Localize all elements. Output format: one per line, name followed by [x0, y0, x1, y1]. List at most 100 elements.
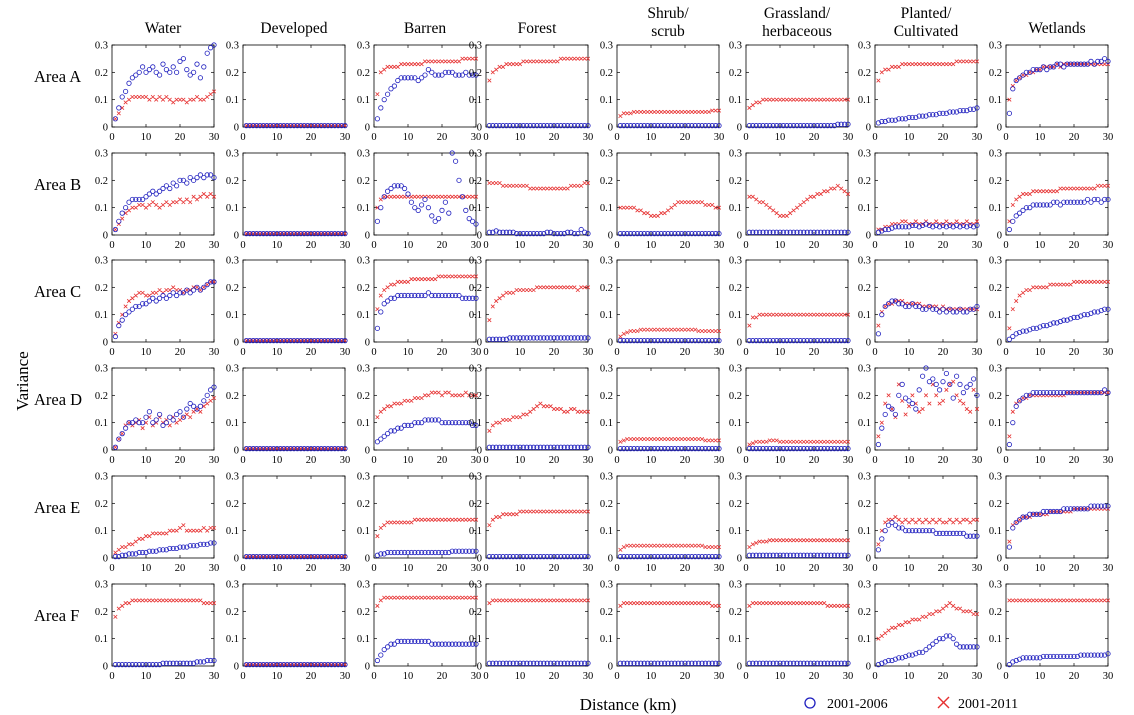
x-tick-label: 20: [938, 240, 949, 251]
point-2001-2011: [910, 617, 915, 622]
point-2001-2006: [845, 338, 851, 344]
point-2001-2006: [950, 636, 956, 642]
point-2001-2006: [682, 123, 688, 129]
point-2001-2011: [839, 97, 844, 102]
point-2001-2006: [116, 436, 122, 442]
point-2001-2011: [1054, 282, 1060, 287]
point-2001-2006: [568, 444, 574, 450]
point-2001-2011: [157, 531, 162, 536]
x-tick-label: 30: [972, 132, 983, 143]
point-2001-2006: [575, 660, 581, 666]
y-tick-label: 0: [365, 338, 370, 349]
point-2001-2006: [422, 292, 428, 299]
point-2001-2006: [298, 123, 304, 129]
point-2001-2006: [638, 231, 644, 237]
y-tick-label: 0.3: [858, 41, 871, 52]
point-2001-2006: [452, 548, 459, 554]
point-2001-2011: [954, 219, 959, 224]
point-2001-2006: [1020, 655, 1026, 661]
point-2001-2011: [771, 312, 776, 317]
point-2001-2011: [777, 213, 783, 218]
point-2001-2006: [191, 69, 197, 75]
point-2001-2011: [545, 59, 550, 64]
point-2001-2006: [469, 548, 476, 554]
x-tick-label: 30: [340, 563, 351, 574]
point-2001-2006: [496, 444, 503, 450]
point-2001-2011: [521, 412, 526, 417]
point-2001-2006: [201, 541, 207, 547]
point-2001-2006: [957, 644, 963, 650]
point-2001-2011: [927, 611, 932, 617]
series-2001-2011: [747, 183, 851, 218]
point-2001-2006: [449, 641, 455, 647]
point-2001-2006: [617, 123, 624, 129]
panel-area-e-water: 00.10.20.30 10 20 30: [95, 472, 219, 575]
point-2001-2006: [530, 660, 537, 666]
point-2001-2006: [143, 194, 149, 200]
y-tick-label: 0.2: [858, 176, 871, 187]
series-2001-2011: [618, 108, 722, 119]
x-tick-label: 0: [743, 455, 748, 466]
point-2001-2011: [113, 227, 118, 232]
point-2001-2011: [555, 598, 560, 603]
point-2001-2011: [497, 598, 502, 603]
x-tick-label: 10: [272, 671, 283, 682]
point-2001-2006: [157, 547, 163, 553]
point-2001-2006: [520, 231, 527, 237]
point-2001-2011: [409, 277, 414, 282]
point-2001-2006: [418, 75, 425, 81]
point-2001-2006: [140, 64, 146, 70]
point-2001-2006: [1047, 389, 1053, 396]
point-2001-2006: [264, 554, 270, 560]
point-2001-2011: [665, 208, 671, 213]
row-label-area-b: Area B: [34, 175, 81, 194]
x-tick-label: 20: [306, 240, 317, 251]
point-2001-2011: [781, 312, 786, 317]
point-2001-2006: [208, 387, 214, 393]
point-2001-2006: [174, 69, 180, 75]
point-2001-2006: [287, 231, 294, 237]
point-2001-2006: [906, 114, 912, 121]
x-tick-label: 20: [938, 563, 949, 574]
point-2001-2011: [774, 312, 779, 317]
point-2001-2006: [381, 301, 387, 307]
point-2001-2006: [950, 109, 956, 115]
point-2001-2006: [575, 335, 581, 341]
point-2001-2011: [416, 395, 421, 401]
point-2001-2011: [548, 59, 553, 64]
point-2001-2011: [625, 205, 630, 210]
point-2001-2011: [409, 398, 414, 403]
point-2001-2006: [814, 446, 821, 452]
point-2001-2006: [1051, 320, 1057, 326]
point-2001-2006: [304, 231, 311, 237]
point-2001-2006: [906, 224, 912, 230]
point-2001-2006: [709, 338, 715, 344]
point-2001-2011: [676, 200, 681, 205]
y-tick-label: 0.1: [600, 526, 613, 537]
point-2001-2006: [1098, 58, 1104, 65]
point-2001-2006: [644, 338, 651, 344]
point-2001-2011: [382, 67, 387, 72]
point-2001-2006: [692, 660, 698, 666]
point-2001-2006: [885, 403, 892, 409]
point-2001-2011: [832, 603, 837, 608]
point-2001-2006: [699, 123, 705, 129]
point-2001-2011: [429, 517, 434, 522]
point-2001-2006: [150, 64, 156, 70]
x-tick-label: 20: [1069, 132, 1080, 143]
point-2001-2006: [136, 420, 142, 426]
point-2001-2011: [771, 601, 776, 606]
point-2001-2011: [642, 109, 647, 115]
x-tick-label: 20: [306, 347, 317, 358]
point-2001-2006: [204, 172, 210, 178]
y-tick-label: 0.3: [357, 149, 370, 160]
point-2001-2011: [167, 97, 172, 102]
x-tick-label: 30: [714, 347, 725, 358]
panel-frame: [745, 259, 849, 343]
point-2001-2006: [163, 420, 169, 426]
x-tick-label: 0: [614, 455, 619, 466]
point-2001-2011: [385, 520, 390, 525]
point-2001-2011: [470, 595, 475, 600]
point-2001-2011: [456, 595, 462, 600]
point-2001-2006: [770, 660, 776, 666]
